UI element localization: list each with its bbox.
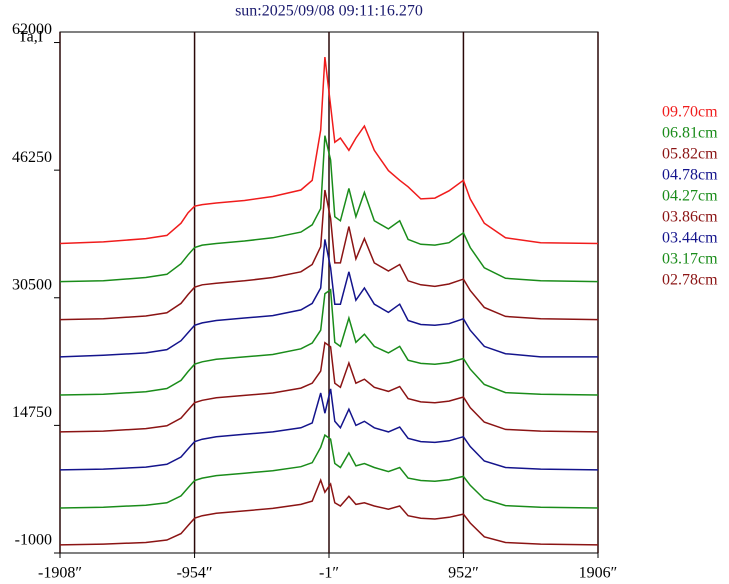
- legend-label: 05.82cm: [662, 146, 718, 163]
- x-tick-label: 952″: [448, 565, 479, 582]
- legend-label: 04.27cm: [662, 188, 718, 205]
- chart-title: sun:2025/09/08 09:11:16.270: [235, 3, 423, 20]
- series-line: [59, 239, 598, 358]
- x-tick-label: -1908″: [38, 565, 82, 582]
- y-tick-label: 62000: [12, 21, 52, 38]
- y-tick-label: 30500: [12, 276, 52, 293]
- series-line: [59, 341, 599, 433]
- y-tick-label: 46250: [12, 149, 52, 166]
- y-axis-label: Ta,I: [18, 29, 43, 46]
- legend-label: 06.81cm: [662, 125, 718, 142]
- y-tick-label: 14750: [12, 404, 52, 421]
- series-line: [59, 135, 599, 283]
- legend-label: 03.86cm: [662, 209, 718, 226]
- y-tick-label: -1000: [15, 532, 52, 549]
- series-line: [59, 57, 599, 245]
- series-line: [59, 433, 599, 509]
- legend-label: 03.17cm: [662, 251, 718, 268]
- series-line: [59, 388, 599, 471]
- x-tick-label: -1″: [319, 565, 339, 582]
- legend-label: 09.70cm: [662, 104, 718, 121]
- legend-label: 02.78cm: [662, 272, 718, 289]
- legend-label: 04.78cm: [662, 167, 718, 184]
- x-tick-label: -954″: [177, 565, 213, 582]
- series-line: [59, 288, 599, 396]
- series-line: [59, 477, 599, 546]
- legend-label: 03.44cm: [662, 230, 718, 247]
- series-line: [59, 189, 599, 321]
- x-tick-label: 1906″: [579, 565, 618, 582]
